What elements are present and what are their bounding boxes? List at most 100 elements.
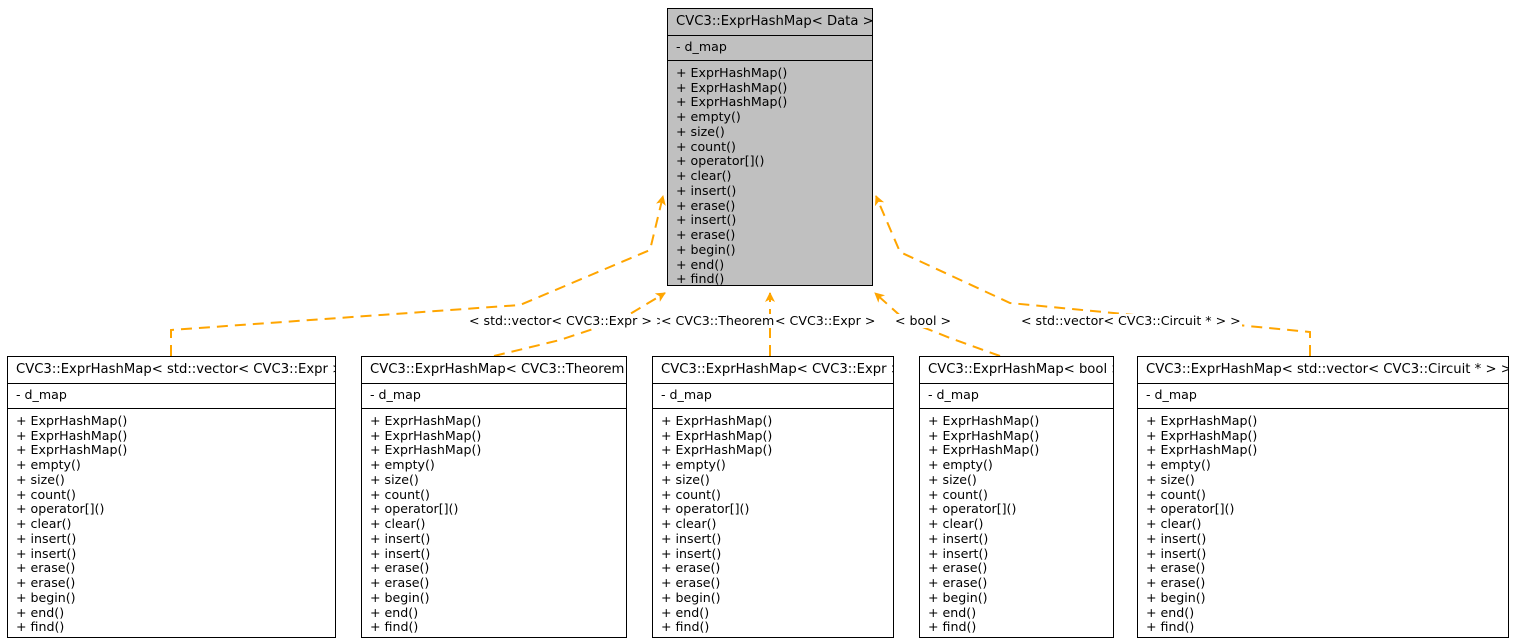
class-box-derived-vector-expr[interactable]: CVC3::ExprHashMap< std::vector< CVC3::Ex… (7, 356, 336, 638)
class-method: + find() (676, 271, 725, 286)
class-attributes-section: - d_map (668, 36, 872, 61)
edge-label-vector-circuit: < std::vector< CVC3::Circuit * > > (1020, 313, 1242, 328)
class-method: + erase() (16, 560, 76, 576)
class-attributes-section: - d_map (362, 384, 626, 409)
class-method: + empty() (676, 109, 741, 124)
class-method: + operator[]() (16, 501, 105, 517)
class-method: + find() (370, 619, 419, 635)
class-attribute: - d_map (370, 387, 421, 402)
class-method: + ExprHashMap() (928, 412, 1040, 428)
class-method: + clear() (1146, 516, 1202, 531)
class-method: + size() (928, 471, 977, 487)
class-method: + insert() (928, 545, 989, 561)
class-title: CVC3::ExprHashMap< std::vector< CVC3::Ex… (8, 357, 335, 384)
class-method: + insert() (928, 530, 989, 546)
class-method: + operator[]() (928, 501, 1017, 517)
class-method: + count() (676, 138, 736, 154)
class-attribute: - d_map (928, 387, 979, 402)
class-box-derived-expr[interactable]: CVC3::ExprHashMap< CVC3::Expr > - d_map … (652, 356, 894, 638)
class-attribute: - d_map (676, 39, 727, 54)
class-method: + operator[]() (661, 501, 750, 517)
class-box-derived-vector-circuit[interactable]: CVC3::ExprHashMap< std::vector< CVC3::Ci… (1137, 356, 1509, 638)
class-method: + end() (16, 604, 65, 620)
class-method: + find() (928, 619, 977, 635)
class-method: + clear() (928, 516, 984, 531)
class-box-derived-bool[interactable]: CVC3::ExprHashMap< bool > - d_map + Expr… (919, 356, 1114, 638)
class-method: + erase() (661, 575, 721, 590)
class-method: + size() (661, 471, 710, 487)
class-methods-section: + ExprHashMap() + ExprHashMap() + ExprHa… (362, 409, 626, 637)
class-method: + count() (370, 486, 430, 502)
class-method: + ExprHashMap() (370, 427, 482, 443)
class-method: + find() (1146, 619, 1195, 635)
class-method: + begin() (1146, 589, 1206, 605)
class-method: + operator[]() (370, 501, 459, 517)
class-method: + erase() (370, 560, 430, 576)
class-method: + begin() (16, 589, 76, 605)
class-method: + clear() (370, 516, 426, 531)
class-method: + insert() (1146, 545, 1207, 561)
class-method: + erase() (370, 575, 430, 590)
class-method: + ExprHashMap() (928, 427, 1040, 443)
class-method: + end() (370, 604, 419, 620)
class-method: + erase() (928, 560, 988, 576)
class-method: + erase() (676, 227, 736, 242)
class-method: + ExprHashMap() (1146, 412, 1258, 428)
class-method: + ExprHashMap() (1146, 427, 1258, 443)
class-method: + erase() (928, 575, 988, 590)
class-method: + ExprHashMap() (676, 79, 788, 95)
class-attribute: - d_map (1146, 387, 1197, 402)
class-title: CVC3::ExprHashMap< CVC3::Expr > (653, 357, 893, 384)
class-method: + begin() (928, 589, 988, 605)
class-method: + erase() (661, 560, 721, 576)
class-method: + erase() (16, 575, 76, 590)
class-method: + clear() (676, 168, 732, 183)
class-method: + ExprHashMap() (676, 64, 788, 80)
class-title: CVC3::ExprHashMap< std::vector< CVC3::Ci… (1138, 357, 1508, 384)
class-title: CVC3::ExprHashMap< bool > (920, 357, 1113, 384)
class-title: CVC3::ExprHashMap< CVC3::Theorem > (362, 357, 626, 384)
class-box-derived-theorem[interactable]: CVC3::ExprHashMap< CVC3::Theorem > - d_m… (361, 356, 627, 638)
class-method: + ExprHashMap() (16, 442, 128, 458)
class-attributes-section: - d_map (653, 384, 893, 409)
class-method: + ExprHashMap() (16, 412, 128, 428)
edge-label-bool: < bool > (894, 313, 953, 328)
class-methods-section: + ExprHashMap() + ExprHashMap() + ExprHa… (668, 61, 872, 286)
class-method: + insert() (661, 530, 722, 546)
class-methods-section: + ExprHashMap() + ExprHashMap() + ExprHa… (653, 409, 893, 637)
class-method: + ExprHashMap() (16, 427, 128, 443)
class-method: + ExprHashMap() (661, 442, 773, 458)
class-methods-section: + ExprHashMap() + ExprHashMap() + ExprHa… (1138, 409, 1508, 637)
class-method: + operator[]() (676, 153, 765, 169)
class-method: + ExprHashMap() (676, 94, 788, 110)
class-methods-section: + ExprHashMap() + ExprHashMap() + ExprHa… (920, 409, 1113, 637)
class-method: + insert() (16, 545, 77, 561)
edge-vector-circuit (874, 195, 1311, 356)
edge-label-theorem: < CVC3::Theorem > (660, 313, 790, 328)
class-method: + begin() (370, 589, 430, 605)
class-method: + insert() (676, 212, 737, 228)
class-method: + operator[]() (1146, 501, 1235, 517)
class-method: + empty() (661, 457, 726, 472)
class-method: + count() (661, 486, 721, 502)
class-method: + insert() (661, 545, 722, 561)
class-method: + begin() (661, 589, 721, 605)
class-method: + empty() (16, 457, 81, 472)
class-title: CVC3::ExprHashMap< Data > (668, 9, 872, 36)
class-method: + insert() (370, 545, 431, 561)
class-method: + ExprHashMap() (928, 442, 1040, 458)
class-method: + end() (661, 604, 710, 620)
class-method: + count() (16, 486, 76, 502)
edge-label-expr: < CVC3::Expr > (774, 313, 877, 328)
class-method: + erase() (1146, 575, 1206, 590)
class-method: + size() (16, 471, 65, 487)
class-method: + insert() (1146, 530, 1207, 546)
class-method: + empty() (928, 457, 993, 472)
class-method: + size() (676, 123, 725, 139)
class-method: + clear() (16, 516, 72, 531)
edge-vector-expr (170, 195, 666, 356)
class-method: + ExprHashMap() (1146, 442, 1258, 458)
class-box-base[interactable]: CVC3::ExprHashMap< Data > - d_map + Expr… (667, 8, 873, 286)
class-method: + end() (1146, 604, 1195, 620)
